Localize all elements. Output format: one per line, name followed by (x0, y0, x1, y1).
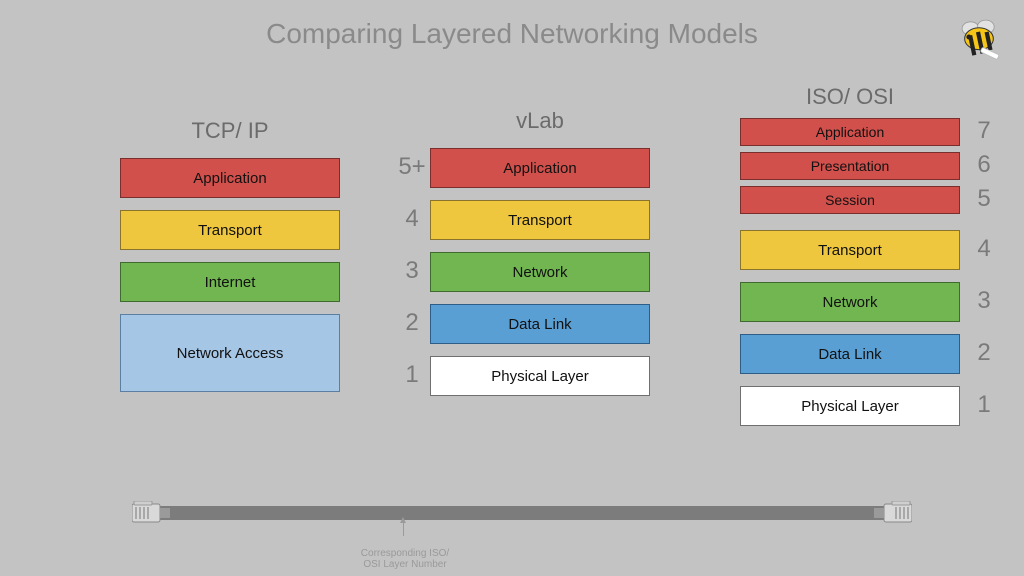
osi-layer-4: Transport (740, 230, 960, 270)
osi-layer-3: Session (740, 186, 960, 214)
osi-layer-7: Physical Layer (740, 386, 960, 426)
ethernet-cable (132, 506, 912, 520)
vlab-layer-4-number: 2 (398, 309, 426, 337)
osi-title: ISO/ OSI (740, 84, 960, 110)
caption-arrow-icon (403, 522, 404, 536)
osi-layer-2: Presentation (740, 152, 960, 180)
vlab-layer-2-number: 4 (398, 205, 426, 233)
osi-layer-6: Data Link (740, 334, 960, 374)
osi-layer-6-number: 2 (970, 339, 998, 367)
vlab-layer-1: Application (430, 148, 650, 188)
caption-text: Corresponding ISO/ OSI Layer Number (355, 548, 455, 570)
tcpip-layer-2: Transport (120, 210, 340, 250)
osi-layer-7-number: 1 (970, 391, 998, 419)
osi-layer-3-number: 5 (970, 185, 998, 213)
tcpip-layer-3: Internet (120, 262, 340, 302)
osi-layer-1-number: 7 (970, 117, 998, 145)
vlab-layer-3-number: 3 (398, 257, 426, 285)
rj45-plug-right-icon (870, 501, 912, 525)
vlab-layer-1-number: 5+ (398, 153, 426, 181)
rj45-plug-left-icon (132, 501, 174, 525)
osi-layer-5-number: 3 (970, 287, 998, 315)
vlab-layer-3: Network (430, 252, 650, 292)
vlab-layer-4: Data Link (430, 304, 650, 344)
osi-layer-2-number: 6 (970, 151, 998, 179)
tcpip-layer-4: Network Access (120, 314, 340, 392)
vlab-layer-5-number: 1 (398, 361, 426, 389)
vlab-layer-5: Physical Layer (430, 356, 650, 396)
osi-layer-5: Network (740, 282, 960, 322)
tcpip-title: TCP/ IP (120, 118, 340, 144)
osi-layer-1: Application (740, 118, 960, 146)
osi-layer-4-number: 4 (970, 235, 998, 263)
bee-logo-icon (952, 10, 1006, 64)
vlab-title: vLab (430, 108, 650, 134)
tcpip-layer-1: Application (120, 158, 340, 198)
page-title: Comparing Layered Networking Models (0, 18, 1024, 50)
vlab-layer-2: Transport (430, 200, 650, 240)
